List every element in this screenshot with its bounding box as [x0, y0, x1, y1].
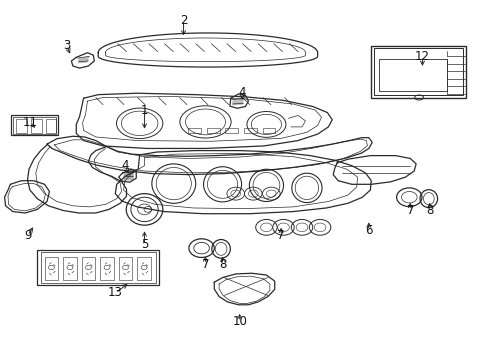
Bar — [63, 257, 77, 280]
Bar — [373, 48, 463, 95]
Polygon shape — [231, 98, 244, 105]
Bar — [262, 128, 275, 134]
Text: 5: 5 — [141, 238, 148, 251]
Bar — [37, 249, 159, 285]
Bar — [44, 257, 58, 280]
Bar — [378, 59, 446, 91]
Bar — [41, 252, 156, 283]
Bar — [188, 128, 201, 134]
Bar — [119, 257, 132, 280]
Text: 1: 1 — [141, 104, 148, 117]
Polygon shape — [78, 56, 89, 63]
Text: 4: 4 — [121, 159, 128, 172]
Text: 10: 10 — [232, 315, 246, 328]
Bar — [225, 128, 238, 134]
Text: 8: 8 — [219, 258, 226, 271]
Bar — [370, 45, 466, 98]
Text: 9: 9 — [24, 229, 31, 242]
Bar — [81, 257, 95, 280]
Bar — [206, 128, 219, 134]
Bar — [100, 257, 114, 280]
Bar — [31, 119, 41, 133]
Text: 3: 3 — [62, 39, 70, 52]
Text: 7: 7 — [277, 229, 284, 242]
Text: 11: 11 — [22, 116, 38, 129]
Text: 7: 7 — [406, 204, 413, 217]
Text: 6: 6 — [365, 224, 372, 237]
Bar — [244, 128, 256, 134]
Bar — [11, 116, 58, 135]
Text: 7: 7 — [202, 258, 209, 271]
Text: 12: 12 — [414, 50, 429, 63]
Text: 4: 4 — [238, 86, 245, 99]
Text: 2: 2 — [180, 14, 187, 27]
Text: 13: 13 — [108, 287, 122, 300]
Text: 8: 8 — [425, 204, 432, 217]
Bar — [137, 257, 151, 280]
Bar — [13, 117, 56, 134]
Bar — [45, 119, 56, 133]
Polygon shape — [123, 171, 134, 181]
Bar — [16, 119, 27, 133]
